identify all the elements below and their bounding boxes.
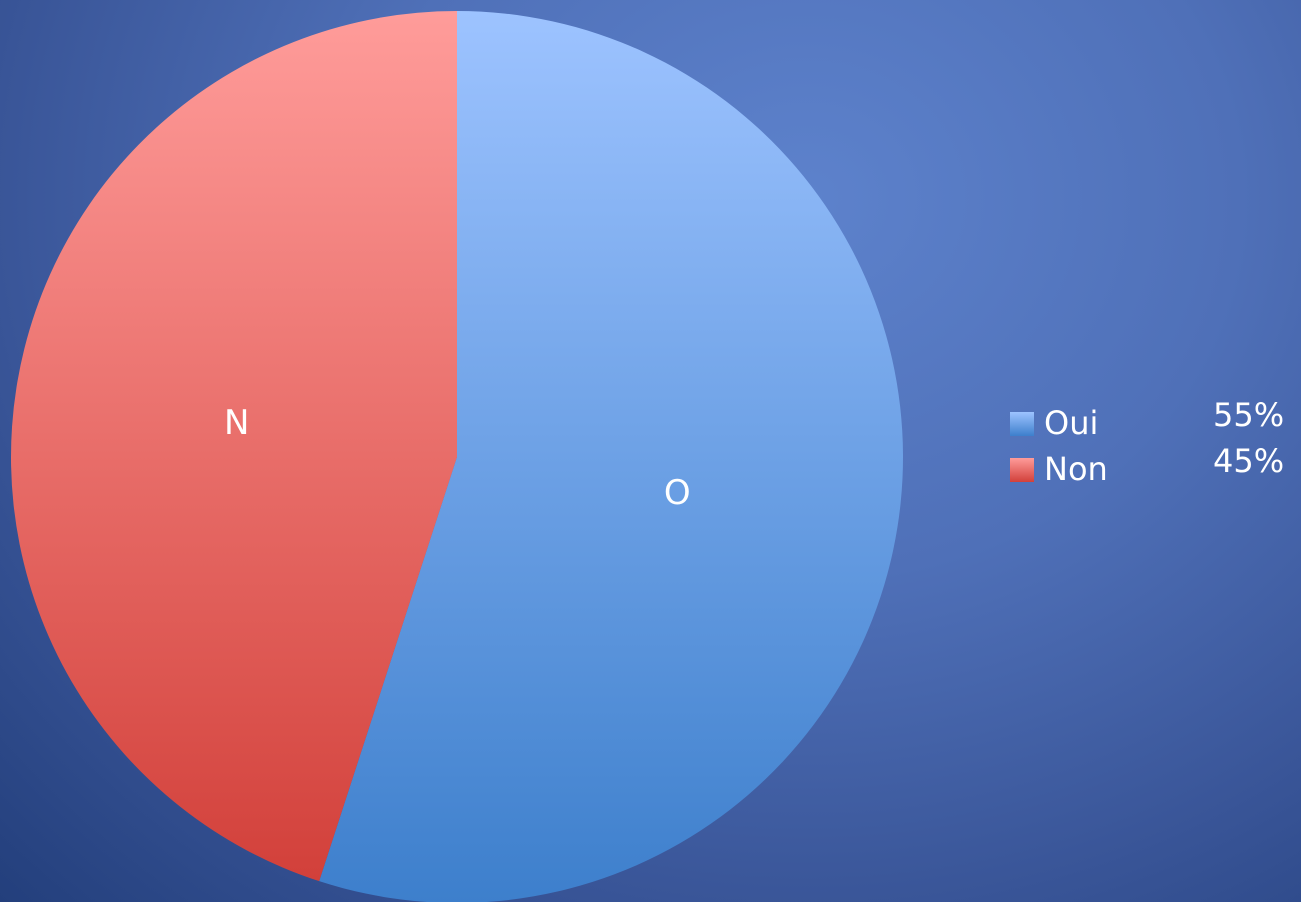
legend-item-oui: Oui 55%	[1008, 396, 1298, 446]
pie-slice-oui	[319, 11, 904, 902]
slice-label-oui: O	[664, 473, 691, 513]
legend-item-non: Non 45%	[1008, 442, 1298, 492]
legend-label-oui: Oui	[1044, 404, 1099, 442]
legend: Oui 55% Non 45%	[1008, 396, 1298, 492]
legend-swatch-oui	[1010, 412, 1034, 436]
legend-label-non: Non	[1044, 450, 1108, 488]
legend-swatch-non	[1010, 458, 1034, 482]
pie-slice-non	[10, 11, 457, 882]
slice-label-non: N	[224, 403, 249, 443]
legend-percent-non: 45%	[1213, 442, 1285, 480]
pie-svg: O N	[10, 11, 904, 902]
legend-percent-oui: 55%	[1213, 396, 1285, 434]
